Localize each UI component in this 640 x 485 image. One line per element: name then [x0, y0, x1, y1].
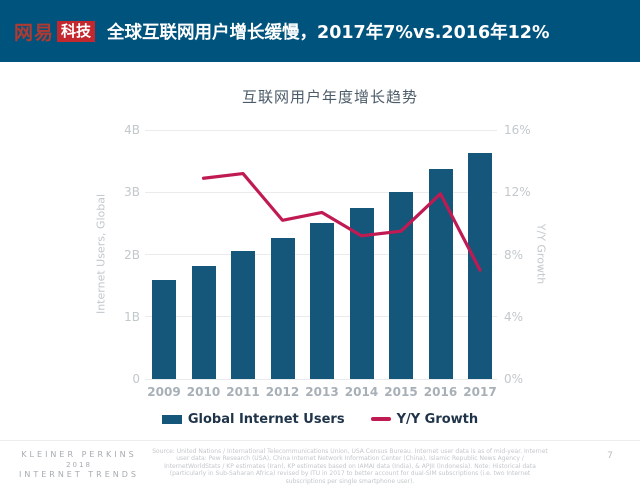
- left-axis-tick: 2B: [124, 247, 140, 262]
- legend-item-bars: Global Internet Users: [161, 411, 345, 427]
- line-series-swatch: [370, 417, 391, 421]
- left-axis-tick: 4B: [124, 123, 140, 137]
- bar-2009: [152, 280, 176, 379]
- chart-title: 互联网用户年度增长趋势: [241, 88, 418, 106]
- right-axis-tick: 4%: [504, 309, 524, 324]
- bar-2011: [231, 251, 255, 379]
- page-number: 7: [607, 451, 613, 461]
- bar-series-swatch: [161, 414, 182, 424]
- x-axis-label: 2016: [423, 385, 458, 399]
- bar-2010: [191, 265, 216, 379]
- logo-brand-text: 网易: [14, 21, 55, 44]
- right-axis-tick: 16%: [504, 123, 531, 137]
- x-axis-label: 2013: [305, 385, 339, 399]
- bar-2013: [310, 223, 334, 379]
- footer: KLEINER PERKINS 2018 INTERNET TRENDS Sou…: [0, 440, 640, 485]
- left-axis-tick: 3B: [124, 185, 140, 200]
- x-axis-label: 2011: [226, 385, 260, 399]
- left-axis-tick: 0: [132, 372, 140, 386]
- x-axis-label: 2012: [265, 385, 300, 399]
- bar-2016: [428, 168, 453, 379]
- right-axis-tick: 8%: [504, 247, 524, 262]
- netease-tech-logo: 网易 科技: [14, 18, 96, 45]
- x-axis-label: 2014: [344, 385, 379, 399]
- legend-label-bars: Global Internet Users: [187, 411, 345, 427]
- x-axis-label: 2010: [186, 385, 221, 399]
- page-title: 全球互联网用户增长缓慢，2017年7%vs.2016年12%: [107, 22, 550, 43]
- bar-2017: [468, 153, 492, 379]
- chart-legend: Global Internet Users Y/Y Growth: [0, 409, 640, 429]
- brand-line-3: INTERNET TRENDS: [18, 470, 140, 479]
- brand-line-2: 2018: [66, 461, 92, 469]
- gridline: [145, 129, 497, 131]
- bar-2012: [270, 237, 295, 379]
- x-axis-label: 2017: [463, 385, 497, 399]
- x-axis-label: 2015: [384, 385, 418, 399]
- gridline: [145, 191, 497, 193]
- brand-line-1: KLEINER PERKINS: [21, 450, 137, 459]
- header-bar: 网易 科技 全球互联网用户增长缓慢，2017年7%vs.2016年12%: [0, 0, 640, 62]
- source-note: Source: United Nations / International T…: [152, 448, 548, 485]
- right-axis-tick: 0%: [504, 372, 524, 386]
- kleiner-perkins-brand: KLEINER PERKINS 2018 INTERNET TRENDS: [8, 450, 150, 480]
- gridline: [145, 378, 497, 380]
- x-axis-label: 2009: [147, 385, 181, 399]
- legend-label-line: Y/Y Growth: [396, 411, 479, 427]
- legend-item-line: Y/Y Growth: [370, 411, 479, 427]
- right-axis-tick: 12%: [504, 185, 531, 200]
- growth-line: [201, 171, 482, 272]
- left-axis-tick: 1B: [124, 309, 140, 324]
- logo-suffix-badge: 科技: [57, 20, 96, 42]
